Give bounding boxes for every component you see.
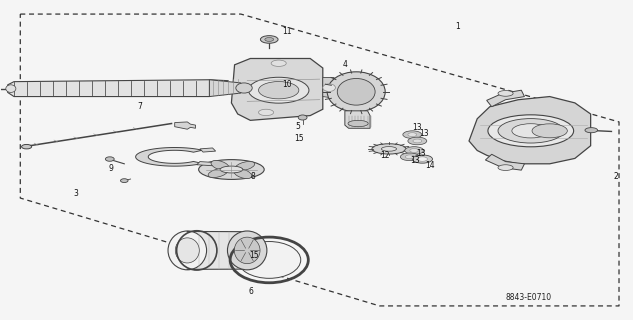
Ellipse shape [405,155,414,159]
Polygon shape [200,148,216,152]
Ellipse shape [372,144,406,154]
Text: 15: 15 [249,251,260,260]
Polygon shape [469,97,591,164]
Ellipse shape [337,78,375,105]
Ellipse shape [105,157,114,161]
Ellipse shape [220,166,243,173]
Ellipse shape [532,124,567,138]
Ellipse shape [412,155,432,163]
Text: 7: 7 [137,101,142,111]
Ellipse shape [227,231,267,270]
Text: 9: 9 [108,164,113,173]
Ellipse shape [235,162,254,171]
Polygon shape [232,59,323,120]
Text: 11: 11 [282,27,291,36]
Text: 8: 8 [250,172,255,181]
Polygon shape [210,80,241,97]
Polygon shape [345,111,370,128]
Ellipse shape [323,84,335,92]
Ellipse shape [234,237,260,264]
Ellipse shape [211,160,229,170]
Ellipse shape [271,60,286,67]
Ellipse shape [327,72,385,112]
Text: 13: 13 [419,129,429,138]
Text: 13: 13 [412,123,422,132]
Polygon shape [135,148,203,166]
Ellipse shape [512,124,549,138]
Text: 8843-E0710: 8843-E0710 [506,292,552,301]
Polygon shape [175,122,196,129]
Text: 13: 13 [410,156,420,164]
Text: 15: 15 [294,134,304,143]
Ellipse shape [400,153,419,161]
Ellipse shape [248,77,309,103]
Ellipse shape [168,231,206,270]
Ellipse shape [260,36,278,43]
Ellipse shape [236,83,252,93]
Ellipse shape [199,160,264,180]
Polygon shape [323,77,334,98]
Ellipse shape [234,169,252,179]
Ellipse shape [408,137,427,145]
Text: 3: 3 [74,189,78,198]
Ellipse shape [258,82,299,99]
Ellipse shape [258,109,273,116]
Polygon shape [187,231,247,269]
Ellipse shape [417,157,427,161]
Ellipse shape [382,147,396,151]
Text: 1: 1 [455,22,460,31]
Polygon shape [487,90,525,107]
Ellipse shape [585,128,598,133]
Ellipse shape [498,119,563,143]
Ellipse shape [498,91,513,96]
Ellipse shape [22,144,32,149]
Ellipse shape [6,85,16,92]
Polygon shape [197,162,216,166]
Text: 2: 2 [614,172,618,181]
Ellipse shape [488,115,573,147]
Ellipse shape [208,168,228,178]
Ellipse shape [404,147,423,154]
Polygon shape [8,80,229,97]
Ellipse shape [120,179,128,182]
Ellipse shape [403,131,422,139]
Ellipse shape [238,242,301,278]
Text: 4: 4 [343,60,348,69]
Polygon shape [486,154,525,170]
Ellipse shape [298,115,307,120]
Ellipse shape [408,133,417,137]
Ellipse shape [498,165,513,171]
Text: 6: 6 [248,287,253,296]
Text: 12: 12 [380,151,390,160]
Text: 13: 13 [416,149,426,158]
Text: 5: 5 [295,122,300,131]
Ellipse shape [348,120,368,127]
Ellipse shape [410,148,418,152]
Ellipse shape [413,139,422,143]
Ellipse shape [265,37,273,41]
Text: 10: 10 [282,80,291,89]
Ellipse shape [175,238,199,263]
Text: 14: 14 [425,161,435,170]
